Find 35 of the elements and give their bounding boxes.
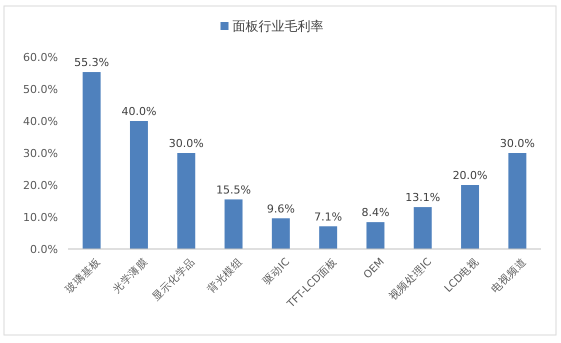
data-label: 20.0% <box>452 169 488 182</box>
y-tick-label: 50.0% <box>23 82 58 96</box>
data-label: 15.5% <box>216 183 252 196</box>
bar <box>508 153 526 249</box>
y-tick-label: 30.0% <box>23 146 58 160</box>
bar <box>130 121 148 249</box>
x-tick-label: 驱动IC <box>260 256 292 288</box>
data-label: 8.4% <box>361 206 390 220</box>
bar <box>414 207 432 249</box>
data-label: 30.0% <box>168 137 204 150</box>
bar <box>319 226 338 249</box>
y-tick-label: 60.0% <box>23 50 58 64</box>
data-label: 30.0% <box>500 137 535 150</box>
x-tick-label: 电视频道 <box>488 255 529 296</box>
bar <box>366 222 384 249</box>
legend-label: 面板行业毛利率 <box>232 18 324 35</box>
x-tick-label: 视频处理IC <box>386 255 434 303</box>
bar <box>177 153 196 249</box>
y-tick-label: 0.0% <box>30 242 58 256</box>
y-tick-label: 20.0% <box>23 178 58 192</box>
x-tick-label: 背光模组 <box>204 255 245 296</box>
x-tick-label: 光学薄膜 <box>110 255 150 296</box>
x-tick-label: 玻璃基板 <box>62 255 103 296</box>
bar <box>224 199 243 249</box>
bar <box>461 185 480 249</box>
data-label: 9.6% <box>266 202 295 216</box>
y-tick-label: 40.0% <box>23 114 58 128</box>
data-label: 7.1% <box>314 210 342 224</box>
data-label: 13.1% <box>405 191 440 204</box>
bar <box>82 72 101 249</box>
bar <box>272 218 290 249</box>
x-tick-label: 显示化学品 <box>150 256 198 304</box>
data-label: 40.0% <box>121 105 156 118</box>
y-tick-label: 10.0% <box>23 210 58 224</box>
data-label: 55.3% <box>74 56 110 70</box>
